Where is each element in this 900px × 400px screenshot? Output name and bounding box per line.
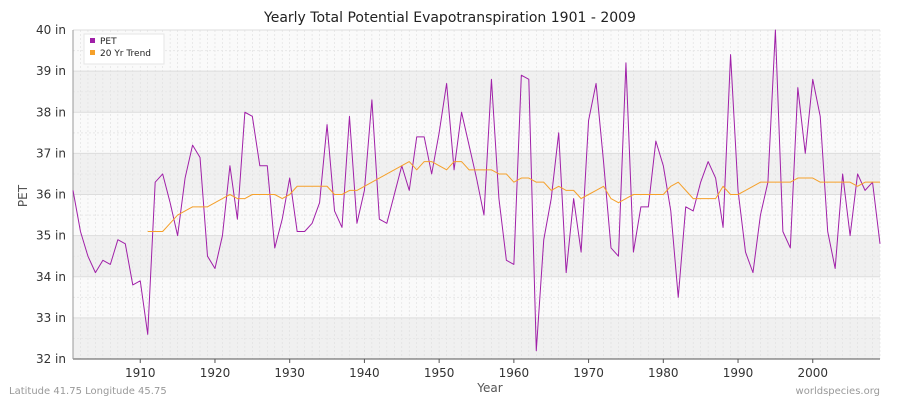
y-tick-label: 32 in — [36, 352, 66, 366]
y-tick-label: 37 in — [36, 146, 66, 160]
y-tick-label: 35 in — [36, 229, 66, 243]
trend-series-line — [147, 161, 880, 233]
series-lines — [72, 29, 881, 352]
x-tick-label: 1950 — [424, 366, 455, 380]
y-tick-label: 33 in — [36, 311, 66, 325]
x-tick-label: 1980 — [648, 366, 679, 380]
legend-swatch-trend — [90, 50, 95, 55]
pet-series-line — [72, 29, 881, 352]
legend-box — [83, 33, 165, 65]
x-axis-label: Year — [476, 381, 502, 395]
x-tick-label: 1940 — [349, 366, 380, 380]
x-tick-label: 1910 — [125, 366, 156, 380]
y-tick-label: 39 in — [36, 64, 66, 78]
axes — [72, 30, 880, 363]
legend-label-pet: PET — [100, 37, 117, 47]
legend: PET 20 Yr Trend — [83, 33, 165, 65]
y-tick-label: 36 in — [36, 188, 66, 202]
y-tick-label: 38 in — [36, 105, 66, 119]
y-tick-label: 34 in — [36, 270, 66, 284]
x-tick-label: 1920 — [200, 366, 231, 380]
y-axis-label: PET — [16, 184, 30, 207]
y-tick-label: 40 in — [36, 23, 66, 37]
footer-source: worldspecies.org — [796, 386, 880, 397]
horizontal-grid — [73, 29, 880, 360]
legend-swatch-pet — [90, 38, 95, 43]
chart-title: Yearly Total Potential Evapotranspiratio… — [263, 10, 636, 26]
x-tick-label: 1930 — [274, 366, 305, 380]
x-tick-label: 2000 — [797, 366, 828, 380]
y-tick-labels: 32 in 33 in 34 in 35 in 36 in 37 in 38 in 39 in… — [36, 23, 66, 366]
x-tick-label: 1960 — [499, 366, 530, 380]
x-tick-labels: 1910 1920 1930 1940 1950 1960 1970 1980 1990 2000 — [125, 366, 828, 380]
legend-label-trend: 20 Yr Trend — [100, 49, 151, 59]
x-tick-label: 1990 — [723, 366, 754, 380]
x-tick-label: 1970 — [573, 366, 604, 380]
footer-coordinates: Latitude 41.75 Longitude 45.75 — [9, 386, 167, 397]
